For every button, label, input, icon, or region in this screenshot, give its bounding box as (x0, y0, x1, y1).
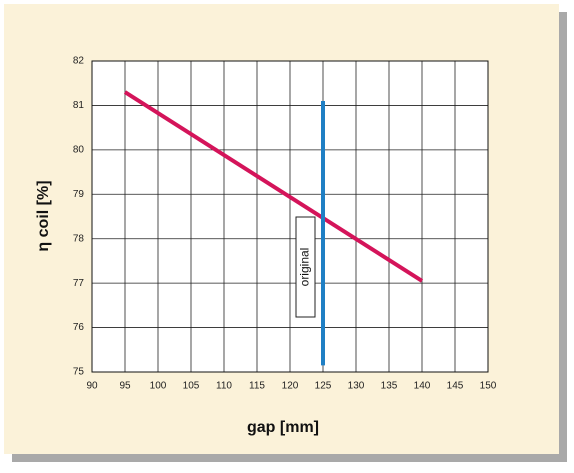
x-tick-label: 125 (315, 381, 332, 392)
y-tick-label: 81 (73, 100, 85, 111)
x-axis-title: gap [mm] (247, 419, 319, 436)
y-tick-label: 78 (73, 233, 85, 244)
x-tick-label: 115 (249, 381, 265, 392)
x-tick-label: 95 (119, 381, 131, 392)
x-tick-label: 135 (381, 381, 398, 392)
annotation-box (295, 216, 316, 318)
y-tick-label: 75 (73, 367, 85, 378)
annotation: original (298, 248, 312, 287)
x-tick-label: 130 (348, 381, 365, 392)
x-tick-label: 110 (216, 381, 232, 392)
x-tick-label: 145 (447, 381, 464, 392)
y-tick-label: 76 (73, 322, 85, 333)
x-tick-label: 105 (183, 381, 200, 392)
y-tick-label: 80 (73, 144, 85, 155)
x-tick-label: 90 (86, 381, 98, 392)
series-line (123, 90, 424, 283)
y-tick-label: 77 (73, 278, 85, 289)
y-tick-label: 79 (73, 189, 85, 200)
plot-frame (91, 60, 489, 373)
y-axis-title: η coil [%] (35, 180, 52, 251)
x-tick-label: 120 (282, 381, 299, 392)
x-tick-label: 140 (414, 381, 431, 392)
y-tick-label: 82 (73, 56, 85, 67)
x-tick-label: 150 (480, 381, 497, 392)
x-tick-label: 100 (150, 381, 167, 392)
